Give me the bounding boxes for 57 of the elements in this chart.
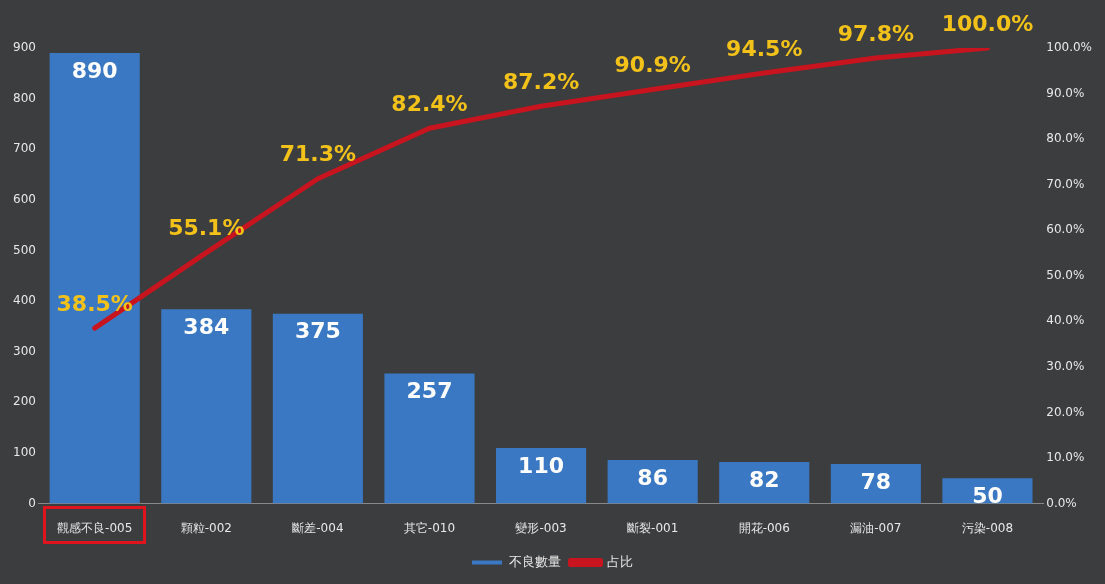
bar: [607, 460, 698, 504]
data-label: 86: [637, 464, 668, 490]
legend-label: 不良數量: [508, 553, 561, 569]
y2-tick-label: 60.0%: [1046, 222, 1085, 237]
y2-tick-label: 30.0%: [1046, 359, 1085, 374]
y2-tick-label: 100.0%: [1046, 40, 1093, 55]
bar: [496, 447, 587, 504]
x-tick-label: 斷差-004: [292, 520, 344, 535]
y-tick-label: 600: [13, 191, 36, 206]
y2-tick-label: 50.0%: [1046, 267, 1085, 282]
bar: [384, 373, 475, 504]
y-tick-label: 900: [13, 40, 36, 55]
x-tick-label: 觀感不良-005: [57, 520, 133, 535]
x-tick-label: 污染-008: [961, 520, 1014, 535]
data-label: 97.8%: [837, 20, 915, 46]
data-label: 50: [972, 483, 1003, 509]
y-tick-label: 300: [13, 343, 36, 358]
x-tick-label: 漏油-007: [850, 520, 902, 535]
bar: [719, 462, 810, 504]
x-tick-label: 變形-003: [515, 520, 567, 535]
y2-tick-label: 40.0%: [1046, 313, 1085, 328]
data-label: 90.9%: [614, 52, 691, 78]
y2-tick-label: 0.0%: [1046, 495, 1077, 510]
data-label: 257: [406, 378, 453, 404]
bar: [161, 309, 252, 504]
data-label: 55.1%: [168, 215, 245, 241]
y-tick-label: 500: [13, 242, 36, 257]
legend-label: 占比: [607, 553, 633, 569]
data-label: 82.4%: [391, 90, 468, 116]
data-label: 890: [71, 57, 118, 83]
bar: [49, 53, 140, 504]
y2-tick-label: 20.0%: [1046, 404, 1085, 419]
data-label: 375: [294, 318, 341, 344]
y-tick-label: 100: [13, 445, 36, 460]
x-tick-label: 顆粒-002: [180, 520, 232, 535]
x-tick-label: 其它-010: [403, 520, 456, 535]
data-label: 87.2%: [502, 69, 580, 95]
data-label: 384: [183, 313, 230, 339]
y2-tick-label: 90.0%: [1046, 85, 1085, 100]
y-tick-label: 400: [13, 293, 36, 308]
data-label: 100.0%: [941, 10, 1034, 36]
data-label: 78: [860, 468, 892, 494]
y-tick-label: 700: [13, 141, 36, 156]
bar: [272, 313, 363, 504]
data-label: 71.3%: [279, 141, 357, 167]
data-label: 82: [748, 466, 780, 492]
y-tick-label: 0: [28, 495, 36, 510]
y-tick-label: 800: [13, 90, 36, 105]
y2-tick-label: 70.0%: [1046, 176, 1085, 191]
x-tick-label: 開花-006: [738, 520, 790, 535]
y2-tick-label: 10.0%: [1046, 450, 1085, 465]
y2-tick-label: 80.0%: [1046, 131, 1085, 146]
x-tick-label: 斷裂-001: [627, 520, 679, 535]
data-label: 94.5%: [726, 35, 803, 61]
bar: [830, 464, 921, 504]
data-label: 110: [518, 452, 565, 478]
y-tick-label: 200: [13, 394, 36, 409]
